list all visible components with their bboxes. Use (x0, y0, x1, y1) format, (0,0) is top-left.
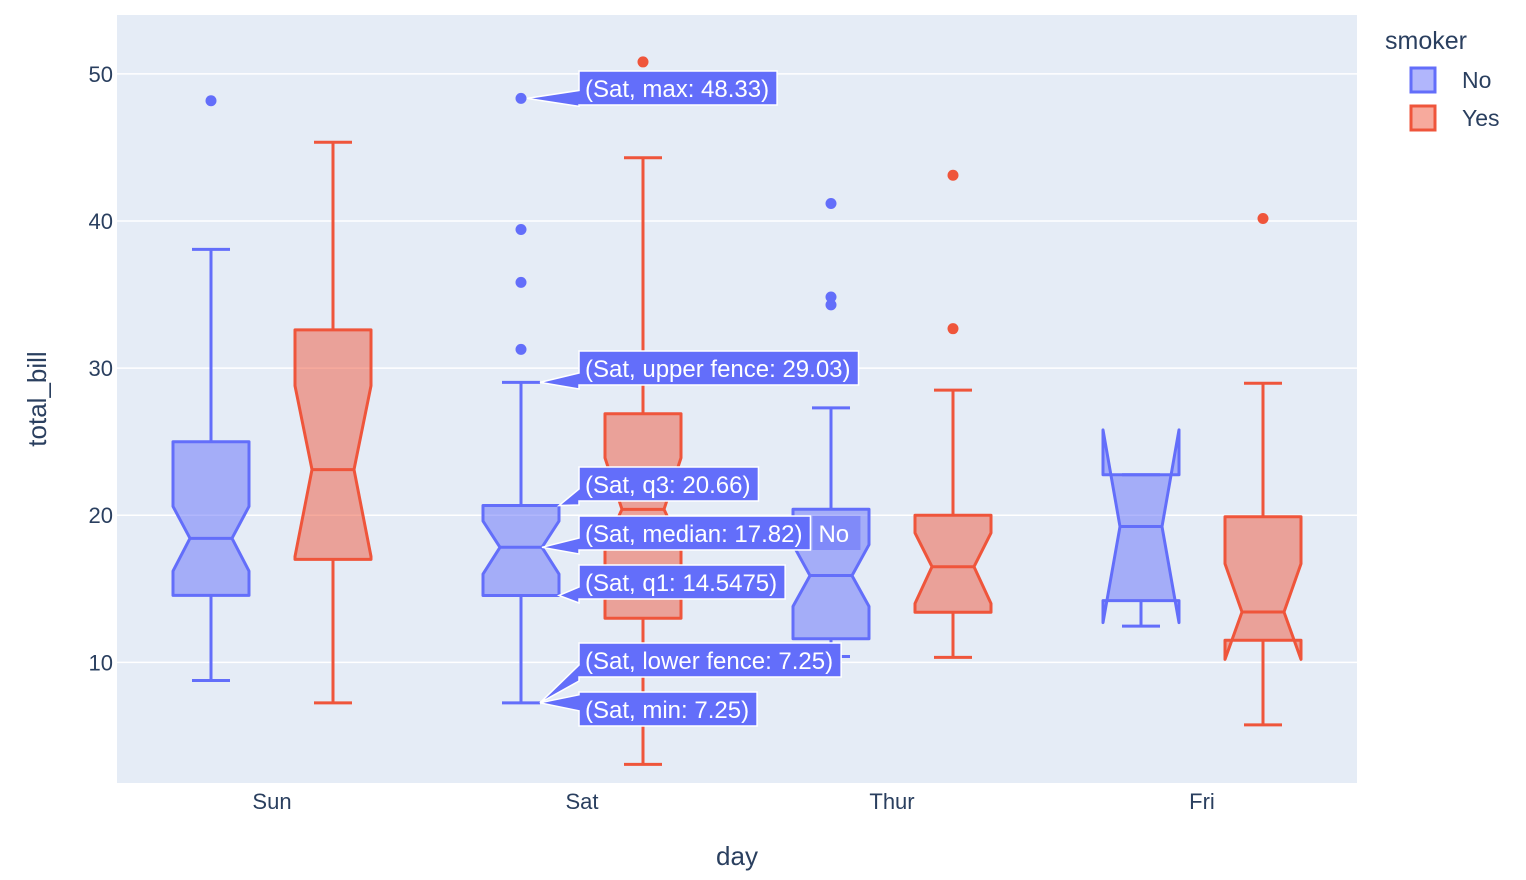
legend-swatch (1409, 66, 1437, 94)
hover-label: (Sat, q3: 20.66) (556, 466, 760, 507)
outlier-point[interactable] (947, 169, 959, 181)
legend-swatch (1409, 104, 1437, 132)
hover-box (539, 691, 758, 727)
hover-label: (Sat, median: 17.82) No (541, 515, 861, 555)
outlier-point[interactable] (947, 323, 959, 335)
hover-labels: (Sat, max: 48.33) (Sat, upper fence: 29.0… (526, 70, 861, 727)
outlier-point[interactable] (205, 95, 217, 107)
box-no-fri[interactable] (1101, 428, 1181, 628)
hover-label: (Sat, upper fence: 29.03) (539, 350, 860, 390)
hover-box (539, 350, 860, 390)
box-body[interactable] (293, 328, 373, 561)
outlier-point[interactable] (515, 343, 527, 355)
x-tick-label-sun: Sun (252, 789, 291, 814)
x-axis-ticks: Sun Sat Thur Fri (252, 789, 1214, 814)
hover-trace-name: No (818, 521, 849, 548)
hover-box (541, 515, 812, 555)
outlier-point[interactable] (637, 56, 649, 68)
hover-text: (Sat, upper fence: 29.03) (585, 356, 851, 383)
legend-item-yes[interactable]: Yes (1409, 104, 1500, 132)
y-tick-label: 40 (89, 209, 113, 234)
box-body[interactable] (913, 513, 993, 614)
hover-box (526, 70, 778, 108)
y-tick-label: 30 (89, 356, 113, 381)
box-no-sun[interactable] (171, 95, 251, 682)
hover-text: (Sat, q1: 14.5475) (585, 570, 777, 597)
outlier-point[interactable] (1257, 212, 1269, 224)
legend-label: No (1462, 67, 1491, 93)
box-body[interactable] (1223, 515, 1303, 661)
box-yes-thur[interactable] (913, 169, 993, 659)
hover-box (539, 642, 842, 704)
hover-label: (Sat, lower fence: 7.25) (539, 642, 842, 704)
hover-label: (Sat, max: 48.33) (526, 70, 778, 108)
hover-trace-box (812, 516, 861, 550)
box-no-sat[interactable] (481, 92, 561, 705)
outlier-point[interactable] (515, 92, 527, 104)
outlier-point[interactable] (825, 291, 837, 303)
x-tick-label-fri: Fri (1189, 789, 1215, 814)
y-axis-title: total_bill (22, 351, 52, 446)
x-tick-label-thur: Thur (869, 789, 914, 814)
legend[interactable]: smoker No Yes (1385, 27, 1500, 132)
outlier-point[interactable] (825, 299, 837, 311)
hover-box (556, 466, 760, 507)
outlier-point[interactable] (515, 276, 527, 288)
x-tick-label-sat: Sat (565, 789, 598, 814)
hover-box (556, 564, 786, 605)
y-tick-label: 20 (89, 503, 113, 528)
box-yes-sun[interactable] (293, 140, 373, 705)
hover-label: (Sat, min: 7.25) (539, 691, 758, 727)
legend-title: smoker (1385, 27, 1467, 55)
y-tick-label: 10 (89, 650, 113, 675)
hover-text: (Sat, q3: 20.66) (585, 472, 750, 499)
y-tick-label: 50 (89, 62, 113, 87)
outlier-point[interactable] (515, 224, 527, 236)
hover-label: (Sat, q1: 14.5475) (556, 564, 786, 605)
legend-label: Yes (1462, 105, 1500, 131)
hover-text: (Sat, min: 7.25) (585, 697, 749, 724)
hover-text: (Sat, lower fence: 7.25) (585, 648, 833, 675)
legend-item-no[interactable]: No (1409, 66, 1491, 94)
outlier-point[interactable] (825, 197, 837, 209)
hover-text: (Sat, median: 17.82) (585, 521, 802, 548)
y-axis-ticks: 10 20 30 40 50 (89, 62, 113, 676)
x-axis-title: day (716, 841, 758, 871)
box-yes-fri[interactable] (1223, 212, 1303, 727)
box-body[interactable] (171, 440, 251, 597)
hover-text: (Sat, max: 48.33) (585, 76, 769, 103)
